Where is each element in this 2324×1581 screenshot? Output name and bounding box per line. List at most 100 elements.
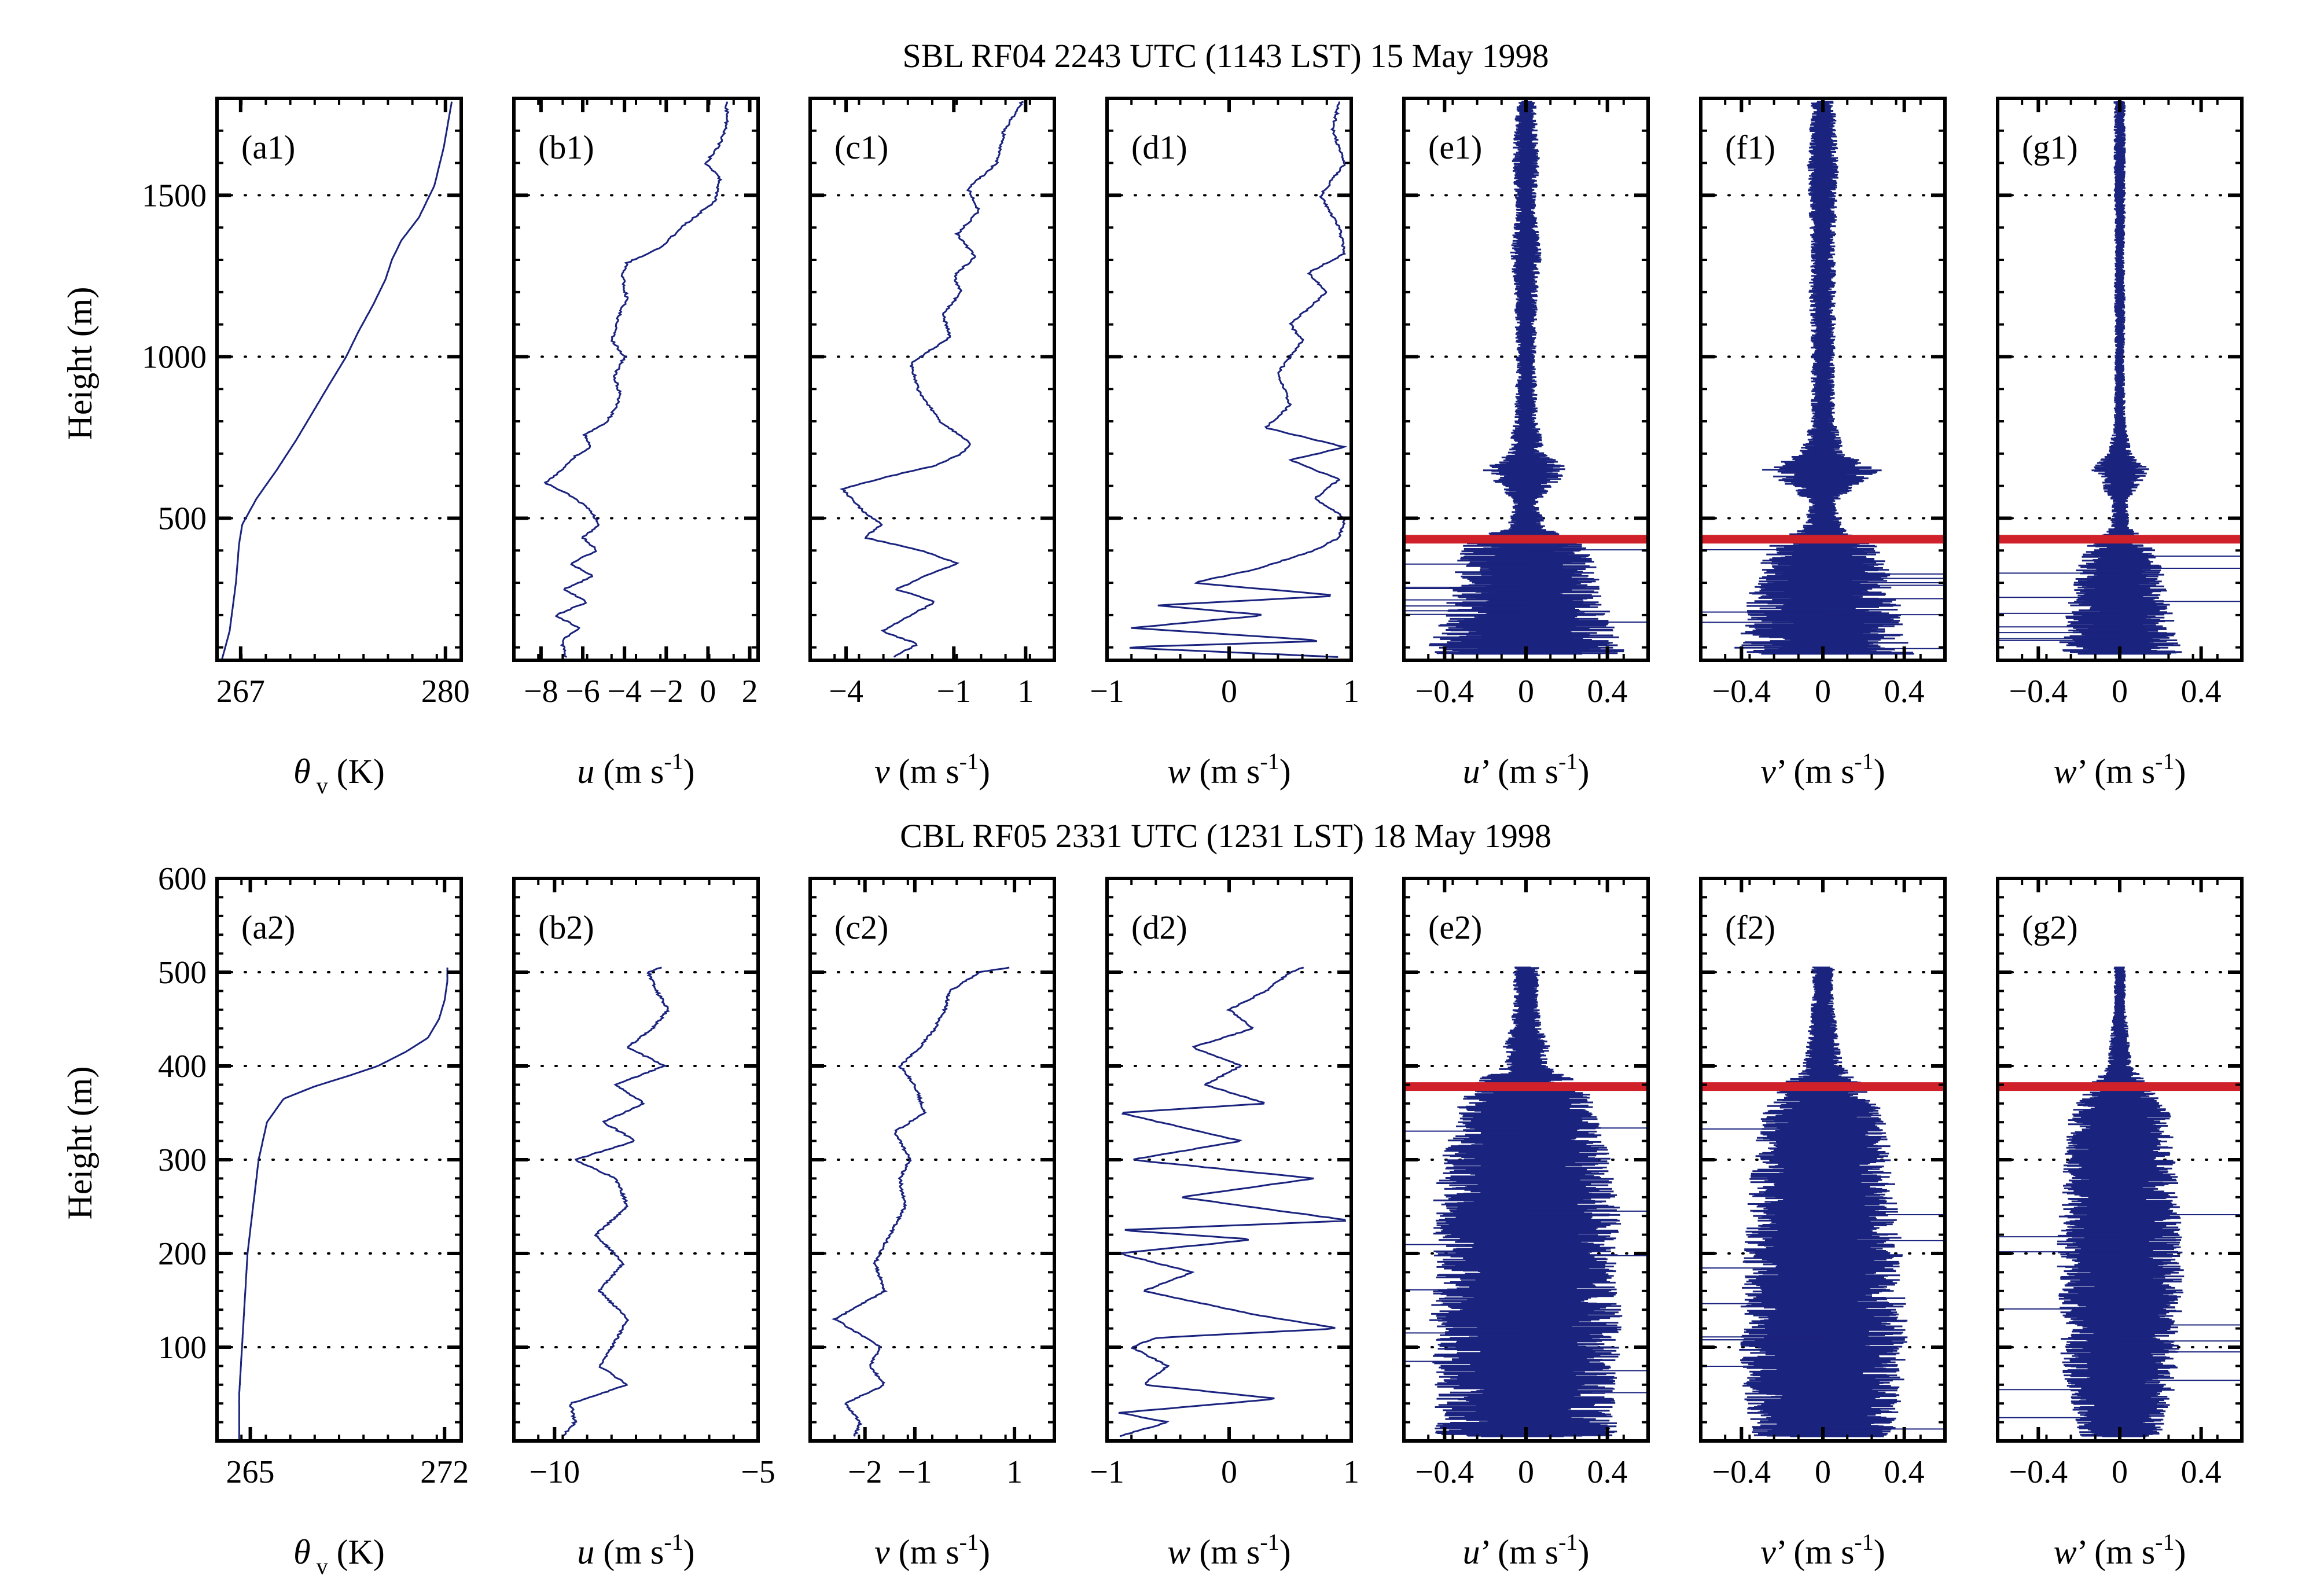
row2-ylabel: Height (m)	[61, 1067, 99, 1220]
xtick-label: −10	[529, 1454, 580, 1490]
panel-e1: −0.4 0 0.4 (e1) u’ (m s-1)	[1402, 97, 1650, 790]
xaxis-label: v’ (m s-1)	[1760, 1529, 1885, 1571]
panel-label: (f2)	[1725, 909, 1775, 946]
panel-b1: −8 −6 −4 −2 0 2 (b1) u (m s-1)	[512, 97, 760, 790]
xtick-label: 0	[1221, 674, 1237, 709]
xtick-label: −0.4	[2009, 674, 2068, 709]
panel-f1: −0.4 0 0.4 (f1) v’ (m s-1)	[1699, 97, 1947, 790]
ytick-label: 400	[158, 1049, 207, 1084]
panel-g1: −0.4 0 0.4 (g1) w’ (m s-1)	[1996, 97, 2244, 790]
xtick-label: −0.4	[1415, 1454, 1474, 1490]
series-line	[1118, 966, 1347, 1437]
ytick-label: 600	[158, 861, 207, 897]
series-line	[1129, 101, 1348, 658]
xtick-label: 1	[1017, 674, 1034, 709]
xtick-label: 0.4	[1884, 1454, 1925, 1490]
xaxis-label: u’ (m s-1)	[1463, 748, 1590, 790]
panel-frame	[215, 97, 463, 662]
panel-label: (b1)	[538, 128, 594, 166]
turbulence-trace	[1429, 101, 1624, 655]
xtick-label: −1	[898, 1454, 932, 1490]
xaxis-label: w (m s-1)	[1167, 748, 1290, 790]
panel-label: (e1)	[1428, 128, 1482, 166]
turbulence-trace	[2059, 101, 2182, 655]
xtick-label: 0.4	[1587, 674, 1628, 709]
xaxis-label: w (m s-1)	[1167, 1529, 1290, 1571]
xtick-label: 0	[2112, 1454, 2128, 1490]
xtick-label: 0	[2112, 674, 2128, 709]
xtick-label: 0	[1221, 1454, 1237, 1490]
xaxis-label: θ v (K)	[293, 752, 385, 799]
ytick-label: 300	[158, 1142, 207, 1178]
xtick-label: 0	[1518, 674, 1534, 709]
row1-ylabel: Height (m)	[61, 287, 99, 440]
ytick-label: 1500	[142, 178, 207, 214]
ytick-label: 500	[158, 501, 207, 536]
panel-frame	[512, 97, 760, 662]
xtick-label: −5	[741, 1454, 775, 1490]
panel-e2: −0.4 0 0.4 (e2) u’ (m s-1)	[1402, 877, 1650, 1571]
ytick-label: 1000	[142, 339, 207, 375]
panel-label: (g1)	[2022, 128, 2078, 166]
xtick-label: 1	[1343, 674, 1359, 709]
series-line	[543, 101, 730, 658]
panel-g2: −0.4 0 0.4 (g2) w’ (m s-1)	[1996, 877, 2244, 1571]
xtick-label: 280	[421, 674, 470, 709]
xtick-label: −1	[936, 674, 971, 709]
series-line	[561, 966, 670, 1437]
xtick-label: 0	[1815, 674, 1831, 709]
xaxis-label: v (m s-1)	[874, 748, 990, 790]
panel-frame	[808, 97, 1056, 662]
xtick-label: 1	[1006, 1454, 1023, 1490]
xtick-label: −4	[829, 674, 863, 709]
panel-d2: −1 0 1 (d2) w (m s-1)	[1090, 877, 1359, 1571]
panel-c2: −2 −1 1 (c2) v (m s-1)	[808, 877, 1056, 1571]
panel-c1: −4 −1 1 (c1) v (m s-1)	[808, 97, 1056, 790]
panel-label: (c1)	[834, 128, 888, 166]
xtick-label: −2	[848, 1454, 882, 1490]
xtick-label: 0	[1518, 1454, 1534, 1490]
xtick-label: 0.4	[1884, 674, 1925, 709]
xaxis-label: v’ (m s-1)	[1760, 748, 1885, 790]
xtick-label: −2	[649, 674, 684, 709]
xtick-label: −0.4	[1712, 674, 1771, 709]
xtick-label: −4	[607, 674, 642, 709]
xtick-label: −0.4	[1415, 674, 1474, 709]
xaxis-label: u (m s-1)	[577, 1529, 694, 1571]
xtick-label: 0	[700, 674, 716, 709]
xtick-label: 0.4	[2181, 1454, 2222, 1490]
xaxis-label: u’ (m s-1)	[1463, 1529, 1590, 1571]
panel-label: (b2)	[538, 909, 594, 946]
xtick-label: −6	[565, 674, 600, 709]
series-line	[831, 966, 1010, 1437]
ytick-label: 500	[158, 955, 207, 991]
xaxis-label: w’ (m s-1)	[2054, 1529, 2186, 1571]
xaxis-label: θ v (K)	[293, 1533, 385, 1579]
turbulence-trace	[1739, 966, 1908, 1437]
xtick-label: 0	[1815, 1454, 1831, 1490]
series-line	[839, 101, 1024, 658]
panel-label: (d1)	[1131, 128, 1187, 166]
xaxis-label: w’ (m s-1)	[2054, 748, 2186, 790]
xtick-label: 272	[420, 1454, 469, 1490]
panel-frame	[1105, 97, 1353, 662]
panel-b2: −10 −5 (b2) u (m s-1)	[512, 877, 775, 1571]
panel-label: (a1)	[241, 128, 295, 166]
series-line	[220, 101, 453, 661]
xtick-label: 1	[1343, 1454, 1359, 1490]
xtick-label: 0.4	[2181, 674, 2222, 709]
ytick-label: 200	[158, 1236, 207, 1272]
panel-label: (g2)	[2022, 909, 2078, 946]
ytick-label: 100	[158, 1330, 207, 1366]
xtick-label: 267	[216, 674, 265, 709]
panel-label: (a2)	[241, 909, 295, 946]
turbulence-trace	[1734, 101, 1914, 655]
panel-label: (e2)	[1428, 909, 1482, 946]
row1-title: SBL RF04 2243 UTC (1143 LST) 15 May 1998	[902, 37, 1549, 75]
xtick-label: −1	[1090, 1454, 1124, 1490]
xtick-label: 2	[742, 674, 758, 709]
turbulence-trace	[2057, 966, 2185, 1437]
panel-d1: −1 0 1 (d1) w (m s-1)	[1090, 97, 1359, 790]
